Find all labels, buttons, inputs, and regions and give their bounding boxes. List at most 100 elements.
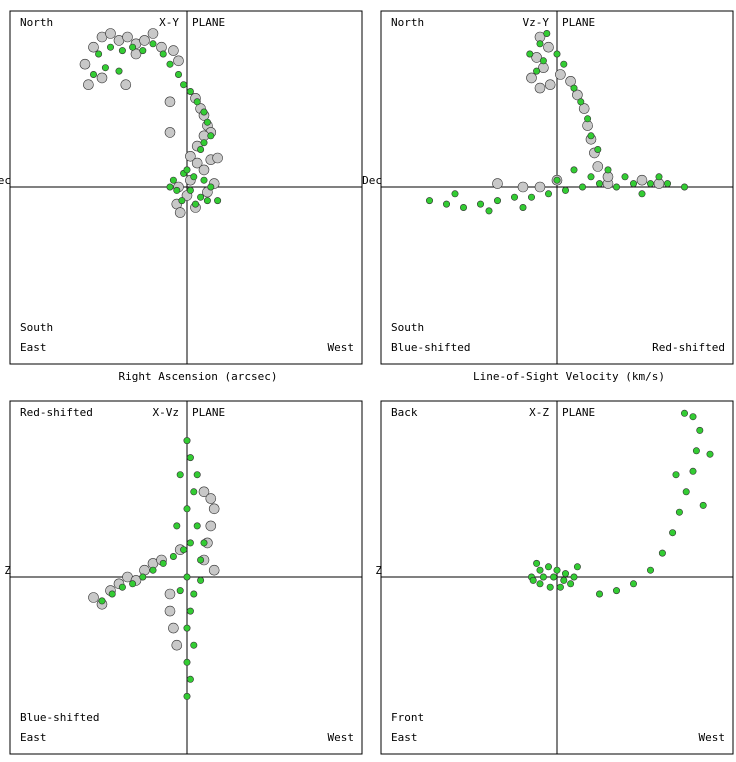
data-point (205, 493, 217, 504)
data-point (699, 501, 707, 509)
data-point (570, 166, 578, 174)
data-point (612, 587, 620, 595)
data-point (565, 76, 576, 87)
data-point (536, 580, 544, 588)
data-point (203, 118, 211, 126)
data-point (526, 50, 534, 58)
data-point (118, 47, 126, 55)
data-point (120, 79, 132, 90)
plane-name: X-Y (159, 16, 179, 29)
x-axis-label: Line-of-Sight Velocity (km/s) (473, 370, 665, 383)
data-point (517, 181, 529, 193)
data-point (197, 193, 205, 201)
data-point (168, 622, 179, 634)
data-point (164, 127, 176, 138)
data-point (646, 566, 654, 574)
data-point (592, 161, 604, 172)
data-point (173, 186, 181, 194)
data-point (570, 84, 578, 92)
data-point (169, 176, 177, 184)
data-point (493, 197, 501, 205)
data-point (193, 522, 201, 530)
data-point (186, 675, 194, 683)
data-point (186, 539, 194, 547)
data-point (519, 204, 527, 212)
data-point (190, 488, 198, 496)
data-point (197, 146, 205, 154)
data-point (83, 79, 94, 90)
data-point (529, 576, 537, 584)
data-point (595, 180, 603, 188)
data-point (107, 43, 115, 51)
data-point (612, 183, 620, 191)
data-point (573, 563, 581, 571)
data-point (550, 573, 558, 581)
y-axis-label: Dec (362, 174, 382, 187)
data-point (536, 40, 544, 48)
data-point (675, 508, 683, 516)
data-point (539, 573, 547, 581)
data-point (118, 583, 126, 591)
y-axis-label: Z (375, 564, 382, 577)
data-point (183, 573, 191, 581)
corner-label-bottom-right: Red-shifted (652, 341, 725, 354)
data-point (79, 58, 91, 70)
panel-vz-y: North Vz-Y PLANE South Blue-shifted Red-shift… (362, 10, 734, 383)
data-point (176, 587, 184, 595)
data-point (629, 180, 637, 188)
data-point (198, 486, 210, 498)
data-point (147, 28, 159, 39)
data-point (526, 72, 537, 84)
corner-label-bottom-left: East (20, 731, 47, 744)
data-point (553, 176, 561, 184)
data-point (200, 539, 208, 547)
panel-x-y: North X-Y PLANE South East West Dec Right Ascen… (0, 10, 363, 383)
data-point (205, 520, 217, 532)
data-point (553, 50, 561, 58)
data-point (168, 45, 179, 56)
data-point (178, 197, 186, 205)
data-point (139, 573, 147, 581)
data-point (173, 522, 181, 530)
plane-label: PLANE (562, 16, 595, 29)
data-point (629, 580, 637, 588)
data-point (129, 43, 137, 51)
plane-name: X-Z (529, 406, 549, 419)
corner-label-bottom-left: Blue-shifted (391, 341, 470, 354)
data-point (680, 409, 688, 417)
data-point (192, 200, 200, 208)
data-point (139, 564, 150, 576)
data-point (208, 503, 220, 515)
data-point (208, 564, 220, 576)
data-point (577, 98, 585, 106)
data-point (492, 178, 503, 189)
data-point (207, 132, 215, 140)
data-point (180, 546, 188, 554)
data-point (169, 552, 177, 560)
data-point (527, 193, 535, 201)
data-point (655, 173, 663, 181)
data-point (212, 152, 223, 164)
data-point (159, 559, 167, 567)
data-point (572, 89, 583, 101)
data-point (534, 82, 546, 94)
data-point (186, 186, 194, 194)
data-point (166, 60, 174, 68)
data-point (171, 639, 183, 651)
data-point (587, 173, 595, 181)
data-point (663, 180, 671, 188)
data-point (544, 79, 556, 90)
data-point (546, 583, 554, 591)
corner-label-top-left: North (20, 16, 53, 29)
data-point (156, 41, 167, 53)
data-point (706, 450, 714, 458)
data-point (543, 29, 551, 37)
data-point (555, 69, 566, 80)
data-point (96, 72, 108, 84)
corner-label-top-left: Back (391, 406, 418, 419)
data-point (570, 573, 578, 581)
corner-label-bottom-left: East (20, 341, 47, 354)
data-point (180, 81, 188, 89)
data-point (159, 50, 167, 58)
data-point (190, 590, 198, 598)
